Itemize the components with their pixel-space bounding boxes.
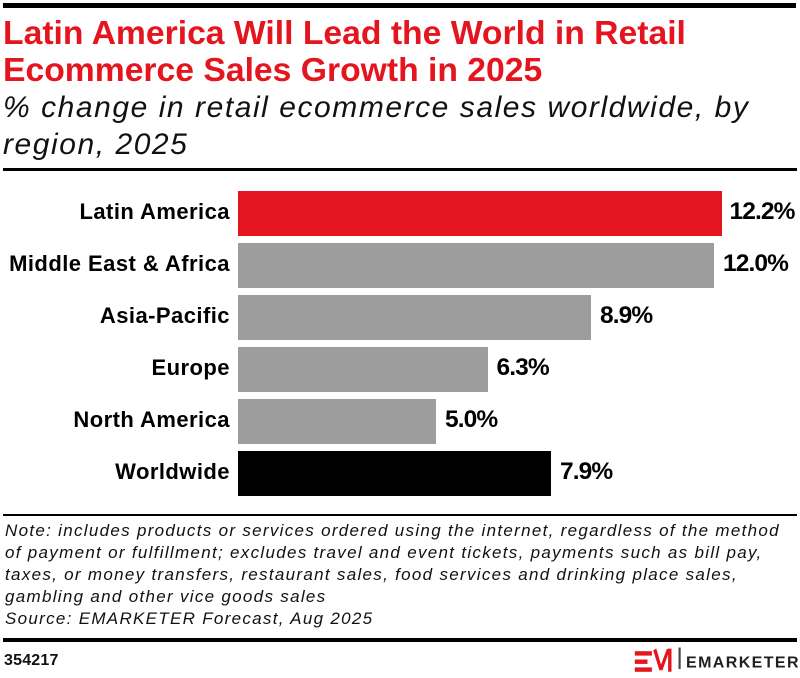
svg-text:EMARKETER: EMARKETER: [686, 654, 800, 671]
